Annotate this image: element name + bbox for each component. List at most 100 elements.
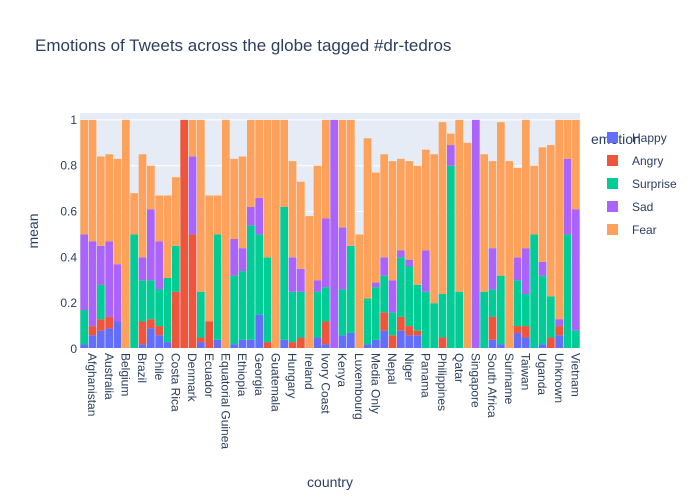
bar-segment-surprise[interactable] bbox=[480, 291, 488, 349]
bar-segment-surprise[interactable] bbox=[263, 257, 272, 343]
bar-segment-sad[interactable] bbox=[338, 227, 347, 290]
bar-segment-angry[interactable] bbox=[405, 326, 413, 336]
bar-segment-angry[interactable] bbox=[105, 316, 113, 329]
bar-segment-angry[interactable] bbox=[522, 326, 530, 338]
bar-segment-happy[interactable] bbox=[405, 335, 413, 349]
bar-segment-surprise[interactable] bbox=[230, 275, 238, 345]
bar-segment-surprise[interactable] bbox=[397, 257, 405, 317]
bar-segment-sad[interactable] bbox=[138, 257, 147, 281]
bar-segment-fear[interactable] bbox=[355, 234, 363, 349]
bar-segment-angry[interactable] bbox=[288, 342, 297, 349]
bar-segment-angry[interactable] bbox=[388, 335, 397, 349]
bar-segment-happy[interactable] bbox=[413, 335, 422, 349]
bar-segment-surprise[interactable] bbox=[213, 234, 222, 340]
bar-segment-fear[interactable] bbox=[297, 181, 305, 269]
bar-segment-sad[interactable] bbox=[555, 319, 563, 327]
bar-segment-surprise[interactable] bbox=[347, 245, 355, 333]
bar-segment-fear[interactable] bbox=[405, 161, 413, 260]
bar-segment-fear[interactable] bbox=[255, 119, 263, 198]
bar-segment-surprise[interactable] bbox=[163, 277, 172, 343]
bar-segment-angry[interactable] bbox=[97, 319, 105, 331]
bar-segment-happy[interactable] bbox=[372, 339, 380, 349]
bar-segment-fear[interactable] bbox=[288, 161, 297, 258]
legend-item-fear[interactable]: Fear bbox=[607, 223, 657, 237]
bar-segment-surprise[interactable] bbox=[247, 225, 255, 340]
bar-segment-fear[interactable] bbox=[272, 119, 280, 350]
bar-segment-fear[interactable] bbox=[397, 158, 405, 251]
bar-segment-fear[interactable] bbox=[372, 172, 380, 283]
bar-segment-happy[interactable] bbox=[280, 339, 288, 349]
bar-segment-surprise[interactable] bbox=[288, 291, 297, 343]
bar-segment-happy[interactable] bbox=[147, 328, 155, 349]
bar-segment-sad[interactable] bbox=[563, 158, 572, 235]
bar-segment-fear[interactable] bbox=[172, 177, 180, 246]
bar-segment-happy[interactable] bbox=[105, 328, 113, 349]
bar-segment-sad[interactable] bbox=[297, 268, 305, 292]
bar-segment-fear[interactable] bbox=[488, 161, 497, 249]
bar-segment-sad[interactable] bbox=[405, 259, 413, 267]
bar-segment-surprise[interactable] bbox=[80, 310, 88, 345]
bar-segment-fear[interactable] bbox=[530, 165, 538, 235]
bar-segment-sad[interactable] bbox=[447, 145, 455, 166]
bar-segment-fear[interactable] bbox=[247, 119, 255, 207]
bar-segment-happy[interactable] bbox=[197, 342, 205, 349]
bar-segment-fear[interactable] bbox=[388, 161, 397, 281]
bar-segment-sad[interactable] bbox=[572, 209, 580, 331]
bar-segment-surprise[interactable] bbox=[572, 330, 580, 349]
bar-segment-fear[interactable] bbox=[263, 119, 272, 258]
bar-segment-happy[interactable] bbox=[80, 344, 88, 349]
bar-segment-angry[interactable] bbox=[547, 337, 555, 349]
bar-segment-sad[interactable] bbox=[322, 218, 330, 288]
bar-segment-surprise[interactable] bbox=[297, 291, 305, 338]
bar-segment-surprise[interactable] bbox=[388, 312, 397, 336]
bar-segment-surprise[interactable] bbox=[197, 291, 205, 338]
bar-segment-fear[interactable] bbox=[88, 119, 97, 242]
bar-segment-angry[interactable] bbox=[397, 316, 405, 331]
bar-segment-surprise[interactable] bbox=[422, 291, 430, 349]
bar-segment-happy[interactable] bbox=[338, 335, 347, 349]
bar-segment-sad[interactable] bbox=[188, 156, 197, 235]
bar-segment-angry[interactable] bbox=[138, 321, 147, 345]
bar-segment-fear[interactable] bbox=[238, 156, 247, 249]
bar-segment-surprise[interactable] bbox=[280, 206, 288, 340]
bar-segment-angry[interactable] bbox=[555, 326, 563, 336]
legend-item-angry[interactable]: Angry bbox=[607, 154, 663, 168]
bar-segment-angry[interactable] bbox=[413, 330, 422, 336]
bar-segment-sad[interactable] bbox=[247, 206, 255, 226]
bar-segment-happy[interactable] bbox=[363, 344, 372, 349]
legend-item-sad[interactable]: Sad bbox=[607, 200, 653, 214]
bar-segment-fear[interactable] bbox=[122, 119, 130, 350]
bar-segment-fear[interactable] bbox=[380, 154, 388, 258]
bar-segment-fear[interactable] bbox=[563, 119, 572, 159]
bar-segment-fear[interactable] bbox=[497, 122, 505, 276]
legend-item-surprise[interactable]: Surprise bbox=[607, 177, 677, 191]
bar-segment-angry[interactable] bbox=[147, 319, 155, 329]
bar-segment-sad[interactable] bbox=[513, 257, 522, 281]
bar-segment-surprise[interactable] bbox=[372, 287, 380, 340]
bar-segment-fear[interactable] bbox=[538, 147, 547, 262]
bar-segment-surprise[interactable] bbox=[522, 294, 530, 327]
bar-segment-surprise[interactable] bbox=[380, 275, 388, 313]
bar-segment-happy[interactable] bbox=[347, 332, 355, 349]
bar-segment-happy[interactable] bbox=[497, 344, 505, 349]
bar-segment-surprise[interactable] bbox=[447, 165, 455, 349]
bar-segment-sad[interactable] bbox=[472, 119, 480, 350]
bar-segment-sad[interactable] bbox=[380, 257, 388, 276]
bar-segment-sad[interactable] bbox=[330, 119, 338, 350]
bar-segment-angry[interactable] bbox=[188, 234, 197, 349]
bar-segment-angry[interactable] bbox=[88, 326, 97, 336]
bar-segment-fear[interactable] bbox=[80, 119, 88, 235]
bar-segment-surprise[interactable] bbox=[313, 291, 322, 338]
bar-segment-fear[interactable] bbox=[422, 149, 430, 251]
bar-segment-sad[interactable] bbox=[155, 241, 163, 290]
bar-segment-angry[interactable] bbox=[205, 321, 213, 350]
bar-segment-sad[interactable] bbox=[238, 248, 247, 272]
bar-segment-fear[interactable] bbox=[555, 119, 563, 320]
bar-segment-angry[interactable] bbox=[322, 321, 330, 345]
bar-segment-fear[interactable] bbox=[513, 167, 522, 258]
bar-segment-happy[interactable] bbox=[313, 337, 322, 349]
bar-segment-surprise[interactable] bbox=[405, 266, 413, 327]
legend-item-happy[interactable]: Happy bbox=[607, 131, 667, 145]
bar-segment-fear[interactable] bbox=[138, 154, 147, 258]
bar-segment-sad[interactable] bbox=[397, 250, 405, 258]
